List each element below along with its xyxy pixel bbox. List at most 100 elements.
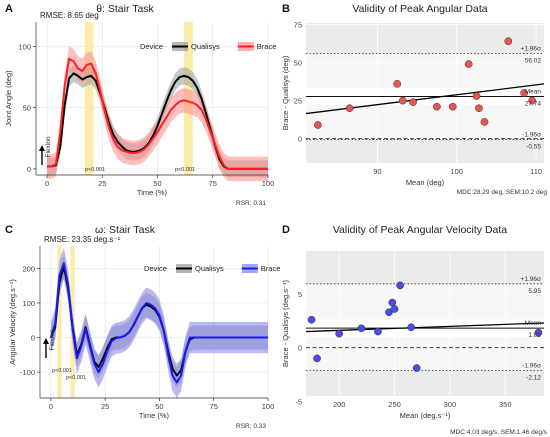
y-tick-label: 50 bbox=[23, 104, 31, 113]
series-line-brace bbox=[47, 57, 268, 170]
chart-title: ω: Stair Task bbox=[95, 224, 156, 236]
y-tick-label: 0 bbox=[298, 135, 302, 144]
series-band-brace bbox=[50, 247, 269, 398]
legend-label: Qualisys bbox=[191, 42, 220, 51]
data-point bbox=[433, 102, 441, 111]
regression-line bbox=[305, 83, 545, 115]
rmse-label: RMSE: 23.35 deg.s⁻¹ bbox=[44, 235, 121, 244]
footer-note: RSR: 0.31 bbox=[236, 200, 266, 207]
data-point bbox=[313, 354, 321, 363]
y-tick-label: 25 bbox=[294, 97, 302, 106]
upper-loa-value: 5.95 bbox=[528, 288, 541, 295]
y-tick-label: -100 bbox=[20, 368, 35, 377]
x-tick-label: 100 bbox=[262, 402, 275, 411]
flexion-label: Flexion bbox=[45, 136, 52, 157]
legend-label: Qualisys bbox=[195, 264, 224, 273]
x-axis-label: Mean (deg) bbox=[406, 178, 445, 187]
panel-letter: D bbox=[282, 224, 290, 236]
y-axis-label: Angular Velocity (deg.s⁻¹) bbox=[8, 279, 17, 365]
chart-title: Validity of Peak Angular Data bbox=[352, 3, 487, 15]
upper-loa-label: +1.96σ bbox=[521, 45, 541, 52]
chart-title: Validity of Peak Angular Velocity Data bbox=[333, 224, 507, 236]
series-band-brace bbox=[47, 46, 268, 182]
lower-loa-label: -1.96σ bbox=[522, 131, 541, 138]
x-tick-label: 90 bbox=[373, 167, 381, 176]
data-point bbox=[409, 98, 417, 106]
y-tick-label: 100 bbox=[18, 42, 31, 51]
x-tick-label: 100 bbox=[450, 167, 463, 176]
x-tick-label: 300 bbox=[444, 400, 457, 409]
x-tick-label: 50 bbox=[153, 179, 161, 188]
y-axis-label: Brace - Qualisys (deg.s⁻¹) bbox=[281, 280, 290, 367]
x-axis-label: Mean (deg.s⁻¹) bbox=[400, 411, 451, 420]
data-point bbox=[307, 315, 316, 324]
rmse-label: RMSE: 8.65 deg bbox=[40, 11, 99, 20]
data-point bbox=[393, 80, 402, 88]
data-point bbox=[374, 327, 382, 336]
data-point bbox=[335, 329, 344, 338]
p-value-label: p<0.001 bbox=[52, 368, 72, 374]
data-point bbox=[412, 364, 421, 372]
y-tick-label: -5 bbox=[295, 397, 302, 406]
x-tick-label: 110 bbox=[530, 167, 542, 176]
flexion-arrowhead bbox=[39, 145, 45, 151]
y-axis-label: Joint Angle (deg) bbox=[4, 70, 13, 127]
footer-note: MDC:28.29 deg, SEM:10.2 deg bbox=[457, 189, 548, 196]
chart-title: θ: Stair Task bbox=[96, 3, 154, 15]
x-axis-label: Time (%) bbox=[137, 188, 168, 197]
y-axis-label: Brace - Qualisys (deg) bbox=[281, 55, 290, 130]
x-tick-label: 0 bbox=[49, 402, 53, 411]
x-tick-label: 200 bbox=[333, 400, 346, 409]
footer-note: MDC:4.03 deg/s, SEM:1.46 deg/s bbox=[450, 429, 548, 436]
y-tick-label: 0 bbox=[27, 165, 31, 174]
x-tick-label: 250 bbox=[388, 400, 401, 409]
legend-label: Brace bbox=[261, 264, 281, 273]
data-point bbox=[472, 92, 481, 100]
x-tick-label: 50 bbox=[155, 402, 163, 411]
footer-note: RSR: 0.33 bbox=[236, 423, 266, 430]
y-tick-label: 100 bbox=[22, 299, 35, 308]
legend-title: Device bbox=[140, 42, 163, 51]
x-tick-label: 100 bbox=[262, 179, 275, 188]
y-tick-label: 50 bbox=[294, 59, 302, 68]
legend-label: Brace bbox=[257, 42, 277, 51]
lower-loa-value: -2.12 bbox=[526, 374, 541, 381]
regression-line bbox=[305, 322, 545, 333]
data-point bbox=[357, 324, 366, 333]
highlight-span bbox=[84, 22, 94, 175]
mean-value: 27.74 bbox=[525, 100, 542, 107]
mean-label: Mean bbox=[525, 320, 542, 327]
data-point bbox=[464, 60, 473, 68]
mean-value: 1.82 bbox=[528, 332, 541, 339]
data-point bbox=[534, 328, 543, 337]
data-point bbox=[528, 96, 536, 105]
y-tick-label: 75 bbox=[294, 21, 302, 30]
y-tick-label: 0 bbox=[298, 344, 302, 353]
p-value-label: p<0.001 bbox=[85, 167, 105, 173]
p-value-label: p<0.001 bbox=[66, 375, 86, 381]
data-point bbox=[480, 118, 489, 126]
data-point bbox=[448, 102, 457, 111]
x-axis-label: Time (%) bbox=[139, 411, 170, 420]
p-value-label: p<0.001 bbox=[175, 167, 195, 173]
y-tick-label: 200 bbox=[22, 264, 35, 273]
panel-D: D Validity of Peak Angular Velocity Data +… bbox=[281, 224, 548, 436]
lower-loa-label: -1.96σ bbox=[522, 362, 541, 369]
data-point bbox=[520, 89, 529, 97]
x-tick-label: 75 bbox=[210, 402, 218, 411]
x-tick-label: 25 bbox=[101, 402, 109, 411]
flexion-arrowhead bbox=[43, 338, 49, 344]
panel-letter: A bbox=[5, 3, 13, 15]
series-line-brace bbox=[49, 262, 268, 384]
data-point bbox=[396, 281, 404, 290]
data-point bbox=[398, 96, 407, 105]
upper-loa-label: +1.96σ bbox=[521, 276, 541, 283]
data-point bbox=[388, 298, 397, 307]
data-point bbox=[475, 104, 483, 113]
x-tick-label: 25 bbox=[98, 179, 106, 188]
y-tick-label: 0 bbox=[31, 334, 35, 343]
flexion-label: Flexion bbox=[49, 329, 56, 350]
lower-loa-value: -0.55 bbox=[526, 143, 541, 150]
